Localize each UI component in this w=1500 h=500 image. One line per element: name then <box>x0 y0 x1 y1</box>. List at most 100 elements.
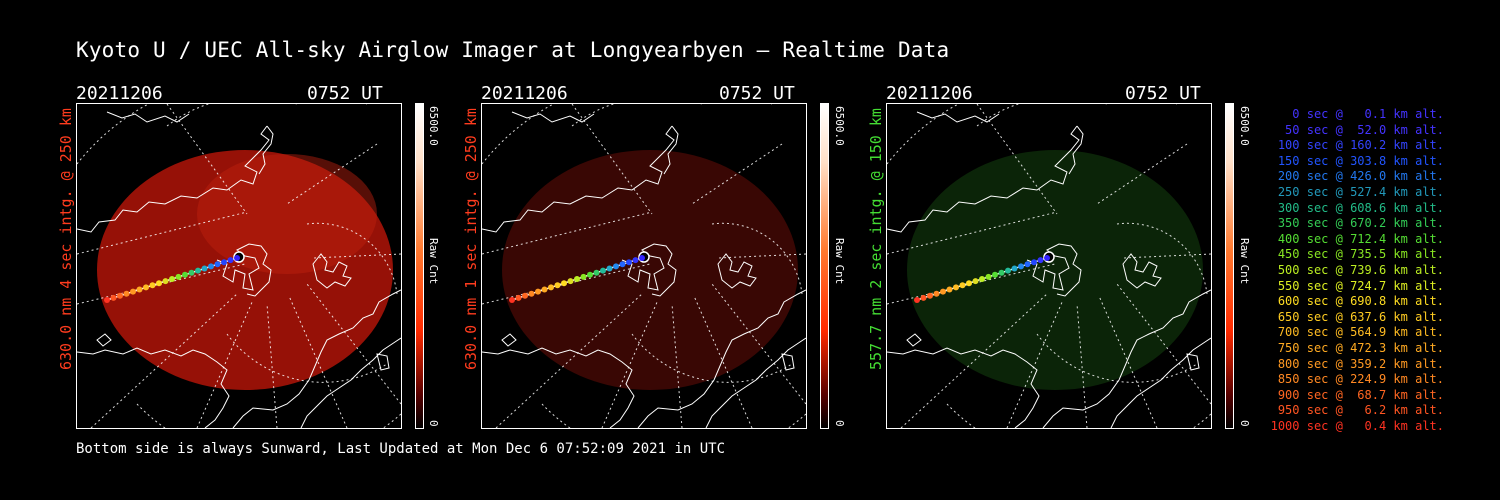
trajectory-point <box>169 276 175 282</box>
trajectory-point <box>587 271 593 278</box>
coastline <box>258 125 274 175</box>
trajectory-point <box>1011 265 1018 272</box>
trajectory-point <box>600 267 606 274</box>
trajectory-point <box>208 263 214 270</box>
trajectory-point <box>188 269 195 276</box>
coastline <box>501 333 517 347</box>
latlon-grid-line <box>887 211 1058 255</box>
latlon-grid-line <box>136 403 401 428</box>
trajectory-point <box>182 271 188 278</box>
coastline <box>106 111 190 123</box>
trajectory-point <box>992 271 998 278</box>
trajectory-point <box>639 255 645 261</box>
panel-1-colorbar-unit: Raw Cnt <box>427 238 440 285</box>
latlon-grid-line <box>1116 283 1211 405</box>
coastline <box>312 253 352 289</box>
panel-1-image[interactable] <box>76 103 402 429</box>
latlon-grid-line <box>693 295 753 428</box>
coastline <box>717 253 757 289</box>
trajectory-point <box>136 286 143 293</box>
panel-3-colorbar <box>1225 103 1234 429</box>
legend-row: 600 sec @ 690.8 km alt. <box>1277 294 1444 309</box>
trajectory-point <box>1031 259 1037 266</box>
legend-row: 450 sec @ 735.5 km alt. <box>1277 247 1444 262</box>
latlon-grid-line <box>77 211 248 255</box>
footer-status: Bottom side is always Sunward, Last Upda… <box>76 441 726 457</box>
latlon-grid-line <box>482 211 653 255</box>
trajectory-point <box>1005 267 1011 274</box>
latlon-grid-line <box>900 293 1048 428</box>
trajectory-point <box>522 292 528 299</box>
latlon-grid-line <box>77 104 367 165</box>
panel-1-time: 0752 UT <box>307 83 383 104</box>
panel-1-colorbar-min: 0 <box>427 420 440 427</box>
latlon-grid-line <box>711 222 803 295</box>
airglow-region <box>907 150 1203 390</box>
coastline <box>77 347 230 428</box>
coastline <box>705 337 806 428</box>
panel-2-colorbar-max: 6500.0 <box>833 106 846 146</box>
latlon-grid-line <box>601 299 659 428</box>
panel-2-colorbar <box>820 103 829 429</box>
trajectory-point <box>162 278 169 285</box>
latlon-grid-line <box>691 143 783 205</box>
panel-2-colorbar-unit: Raw Cnt <box>833 238 846 285</box>
trajectory-point <box>966 280 972 287</box>
trajectory-point <box>613 263 619 270</box>
latlon-grid-line <box>1098 295 1158 428</box>
trajectory-point <box>234 255 240 261</box>
trajectory-point <box>1044 255 1050 261</box>
latlon-grid-line <box>671 303 683 428</box>
coastline <box>637 289 806 428</box>
legend-row: 200 sec @ 426.0 km alt. <box>1277 169 1444 184</box>
trajectory-point <box>110 294 117 301</box>
trajectory-point <box>574 276 580 282</box>
trajectory-point <box>123 290 130 297</box>
trajectory-point <box>959 282 966 289</box>
legend-row: 700 sec @ 564.9 km alt. <box>1277 325 1444 340</box>
panel-2-image[interactable] <box>481 103 807 429</box>
latlon-grid-line <box>306 222 398 295</box>
coastline <box>376 353 390 371</box>
airglow-region <box>97 150 393 390</box>
legend-row: 350 sec @ 670.2 km alt. <box>1277 216 1444 231</box>
legend-row: 900 sec @ 68.7 km alt. <box>1277 387 1444 402</box>
coastline <box>663 125 679 175</box>
trajectory-point <box>554 282 561 289</box>
trajectory-point <box>214 261 221 268</box>
coastline <box>77 125 270 233</box>
coastline <box>1186 353 1200 371</box>
panel-3-date: 20211206 <box>886 83 973 104</box>
coastline <box>887 347 1040 428</box>
trajectory-point <box>946 286 953 293</box>
trajectory-point <box>632 257 639 264</box>
panel-2-date: 20211206 <box>481 83 568 104</box>
latlon-grid-line <box>495 293 643 428</box>
panel-3-colorbar-min: 0 <box>1238 420 1251 427</box>
legend-row: 1000 sec @ 0.4 km alt. <box>1270 418 1444 433</box>
trajectory-point <box>143 284 149 291</box>
latlon-grid-line <box>541 403 806 428</box>
coastline <box>916 111 1000 123</box>
latlon-grid-line <box>196 299 254 428</box>
trajectory-point <box>914 297 920 303</box>
coastline <box>232 289 401 428</box>
panel-3-image[interactable] <box>886 103 1212 429</box>
coastline <box>1026 243 1082 297</box>
trajectory-point <box>528 290 535 297</box>
latlon-grid-line <box>1096 143 1188 205</box>
latlon-grid-line <box>976 104 1107 127</box>
coastline <box>96 333 112 347</box>
coastline <box>1122 253 1162 289</box>
trajectory-point <box>201 265 208 272</box>
trajectory-point <box>195 267 201 274</box>
trajectory-point <box>972 278 979 285</box>
coastline <box>300 337 401 428</box>
latlon-grid-line <box>1076 303 1088 428</box>
latlon-grid-line <box>482 104 772 165</box>
legend-row: 750 sec @ 472.3 km alt. <box>1277 340 1444 355</box>
trajectory-point <box>541 286 548 293</box>
trajectory-point <box>227 257 234 264</box>
coastline <box>482 125 675 233</box>
trajectory-point <box>606 265 613 272</box>
